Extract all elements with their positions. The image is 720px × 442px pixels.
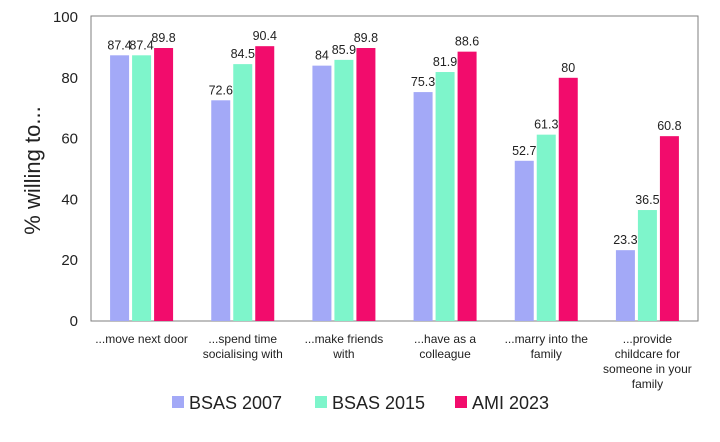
- bar: [659, 136, 679, 321]
- legend-swatch: [455, 396, 467, 408]
- category-label-line: ...move next door: [95, 332, 188, 346]
- data-label: 85.9: [332, 43, 356, 57]
- plot-frame: [90, 15, 699, 322]
- bar: [435, 72, 455, 321]
- category-label-line: ...marry into the: [505, 332, 589, 346]
- category-label: ...move next door: [95, 332, 188, 346]
- category-label-line: socialising with: [203, 347, 283, 361]
- data-labels: 87.487.489.872.684.590.484 85.989.875.381…: [107, 29, 681, 247]
- data-label: 61.3: [534, 118, 558, 132]
- category-label: ...provide childcare for someone in your fa…: [603, 332, 692, 391]
- bar: [356, 48, 376, 322]
- category-label-line: ...have as a: [414, 332, 476, 346]
- bar: [536, 134, 556, 321]
- legend-swatch: [315, 396, 327, 408]
- data-label: 75.3: [411, 75, 435, 89]
- data-label: 81.9: [433, 55, 457, 69]
- legend-label: BSAS 2015: [332, 393, 425, 413]
- category-label: ...marry into the family: [505, 332, 589, 361]
- y-tick-label: 80: [61, 70, 78, 87]
- legend-label: AMI 2023: [472, 393, 549, 413]
- data-label: 84.5: [231, 47, 255, 61]
- legend: BSAS 2007 BSAS 2015 AMI 2023: [172, 393, 549, 413]
- category-label-line: ...make friends: [305, 332, 384, 346]
- data-label: 87.4: [129, 38, 153, 52]
- bar: [312, 65, 332, 321]
- category-labels: ...move next door ...spend time socialisin…: [95, 332, 692, 391]
- bar: [132, 55, 152, 321]
- bar: [233, 64, 253, 322]
- data-label: 60.8: [657, 119, 681, 133]
- y-axis-label: % willing to...: [20, 106, 45, 234]
- y-tick-label: 100: [53, 9, 78, 26]
- category-label-line: family: [531, 347, 562, 361]
- bar: [255, 46, 275, 322]
- category-label: ...spend time socialising with: [203, 332, 283, 361]
- legend-label: BSAS 2007: [189, 393, 282, 413]
- bar: [154, 48, 174, 322]
- data-label: 80: [561, 61, 575, 75]
- data-label: 87.4: [107, 38, 131, 52]
- category-label-line: with: [332, 347, 354, 361]
- y-tick-label: 0: [70, 313, 78, 330]
- category-label-line: family: [632, 377, 663, 391]
- data-label: 84: [315, 49, 329, 63]
- data-label: 89.8: [151, 31, 175, 45]
- bar: [558, 77, 578, 321]
- category-label-line: ...spend time: [208, 332, 277, 346]
- category-label: ...make friends with: [305, 332, 384, 361]
- bar: [110, 55, 130, 321]
- bar: [413, 92, 433, 321]
- bar: [637, 210, 657, 321]
- y-tick-label: 60: [61, 131, 78, 148]
- bar: [615, 250, 635, 321]
- bars: [110, 46, 679, 322]
- y-tick-label: 40: [61, 191, 78, 208]
- bar: [211, 100, 231, 322]
- axes: 0 20 40 60 80 100 % willing to...: [20, 9, 699, 330]
- data-label: 52.7: [512, 144, 536, 158]
- bar: [457, 51, 477, 321]
- data-label: 88.6: [455, 35, 479, 49]
- bar: [334, 59, 354, 321]
- category-label-line: someone in your: [603, 362, 692, 376]
- data-label: 72.6: [209, 83, 233, 97]
- data-label: 36.5: [635, 193, 659, 207]
- y-tick-label: 20: [61, 252, 78, 269]
- data-label: 89.8: [354, 31, 378, 45]
- bar: [514, 160, 534, 321]
- category-label-line: childcare for: [615, 347, 680, 361]
- data-label: 90.4: [253, 29, 277, 43]
- category-label: ...have as a colleague: [414, 332, 476, 361]
- legend-swatch: [172, 396, 184, 408]
- category-label-line: ...provide: [623, 332, 673, 346]
- data-label: 23.3: [613, 233, 637, 247]
- category-label-line: colleague: [419, 347, 471, 361]
